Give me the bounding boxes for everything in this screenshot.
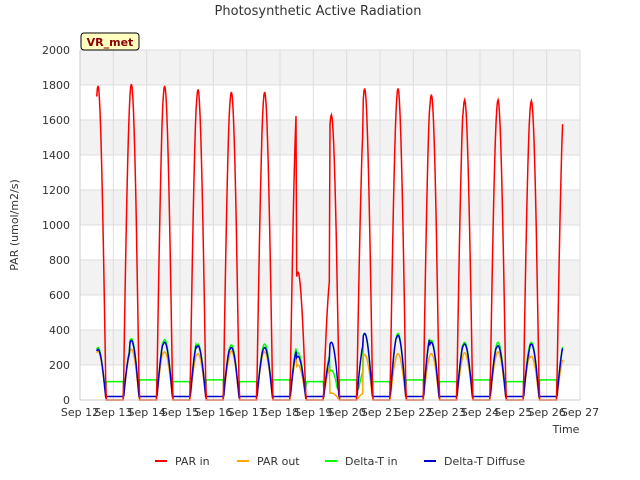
grid-band [80, 50, 580, 85]
y-tick-label: 600 [49, 289, 70, 302]
x-tick-label: Sep 15 [161, 406, 199, 419]
x-axis-label: Time [552, 423, 580, 436]
x-tick-label: Sep 18 [261, 406, 299, 419]
y-tick-label: 1600 [42, 114, 70, 127]
legend: PAR in PAR out Delta-T in Delta-T Diffuse [155, 455, 525, 468]
legend-label: PAR out [257, 455, 300, 468]
x-tick-label: Sep 21 [361, 406, 399, 419]
y-tick-label: 1200 [42, 184, 70, 197]
legend-label: Delta-T in [345, 455, 398, 468]
legend-label: PAR in [175, 455, 210, 468]
x-tick-label: Sep 16 [194, 406, 232, 419]
x-tick-label: Sep 14 [128, 406, 166, 419]
y-tick-label: 200 [49, 359, 70, 372]
y-tick-label: 1400 [42, 149, 70, 162]
site-badge-label: VR_met [87, 36, 134, 49]
y-tick-label: 0 [63, 394, 70, 407]
y-tick-label: 2000 [42, 44, 70, 57]
y-tick-label: 1000 [42, 219, 70, 232]
x-tick-label: Sep 25 [494, 406, 532, 419]
x-tick-label: Sep 13 [94, 406, 132, 419]
site-badge-box [80, 32, 140, 51]
chart-title: Photosynthetic Active Radiation [215, 4, 422, 19]
x-tick-label: Sep 24 [461, 406, 499, 419]
x-tick-label: Sep 26 [528, 406, 566, 419]
x-tick-label: Sep 12 [61, 406, 99, 419]
x-tick-label: Sep 27 [561, 406, 599, 419]
axes [79, 50, 580, 401]
x-tick-label: Sep 17 [228, 406, 266, 419]
y-tick-label: 1800 [42, 79, 70, 92]
site-badge: VR_met [80, 32, 140, 51]
y-tick-labels: 0 200 400 600 800 1000 1200 1400 1600 1800 2000 [42, 44, 70, 407]
legend-label: Delta-T Diffuse [444, 455, 525, 468]
x-tick-label: Sep 20 [328, 406, 366, 419]
y-axis-label: PAR (umol/m2/s) [8, 179, 21, 271]
x-tick-label: Sep 22 [394, 406, 432, 419]
series-line-delta-t-diffuse [96, 332, 564, 400]
series-line-delta-t-in [96, 332, 564, 392]
x-tick-label: Sep 23 [428, 406, 466, 419]
x-tick-label: Sep 19 [294, 406, 332, 419]
y-tick-label: 800 [49, 254, 70, 267]
y-tick-label: 400 [49, 324, 70, 337]
